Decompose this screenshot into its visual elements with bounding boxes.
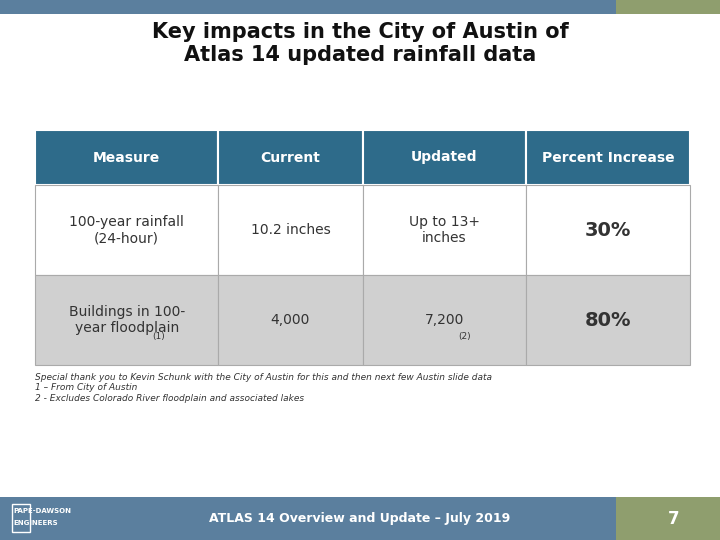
Text: PAPE-DAWSON: PAPE-DAWSON xyxy=(13,508,71,514)
Text: 30%: 30% xyxy=(585,220,631,240)
Bar xyxy=(526,275,690,365)
Text: Up to 13+
inches: Up to 13+ inches xyxy=(409,215,480,245)
Text: ENGINEERS: ENGINEERS xyxy=(13,520,58,526)
Bar xyxy=(616,497,720,540)
Text: 10.2 inches: 10.2 inches xyxy=(251,223,330,237)
Bar xyxy=(35,185,218,275)
Bar xyxy=(0,497,616,540)
Bar xyxy=(616,0,720,14)
Bar xyxy=(12,504,30,532)
Bar xyxy=(362,130,526,185)
Text: Updated: Updated xyxy=(411,151,477,165)
Text: 7,200: 7,200 xyxy=(425,313,464,327)
Text: Buildings in 100-
year floodplain: Buildings in 100- year floodplain xyxy=(68,305,185,335)
Bar xyxy=(218,275,362,365)
Text: Measure: Measure xyxy=(93,151,161,165)
Text: Special thank you to Kevin Schunk with the City of Austin for this and then next: Special thank you to Kevin Schunk with t… xyxy=(35,373,492,403)
Bar xyxy=(362,185,526,275)
Text: Current: Current xyxy=(261,151,320,165)
Text: 100-year rainfall
(24-hour): 100-year rainfall (24-hour) xyxy=(69,215,184,245)
Text: ATLAS 14 Overview and Update – July 2019: ATLAS 14 Overview and Update – July 2019 xyxy=(210,512,510,525)
Bar xyxy=(362,275,526,365)
Text: (1): (1) xyxy=(153,332,166,341)
Bar xyxy=(526,185,690,275)
Bar xyxy=(35,130,218,185)
Bar xyxy=(218,185,362,275)
Text: Percent Increase: Percent Increase xyxy=(542,151,675,165)
Text: 7: 7 xyxy=(667,510,679,528)
Text: Key impacts in the City of Austin of
Atlas 14 updated rainfall data: Key impacts in the City of Austin of Atl… xyxy=(152,22,568,65)
Bar xyxy=(35,275,218,365)
Bar xyxy=(218,130,362,185)
Text: 80%: 80% xyxy=(585,310,631,329)
Bar xyxy=(526,130,690,185)
Bar xyxy=(0,0,616,14)
Text: 4,000: 4,000 xyxy=(271,313,310,327)
Text: (2): (2) xyxy=(459,332,471,341)
